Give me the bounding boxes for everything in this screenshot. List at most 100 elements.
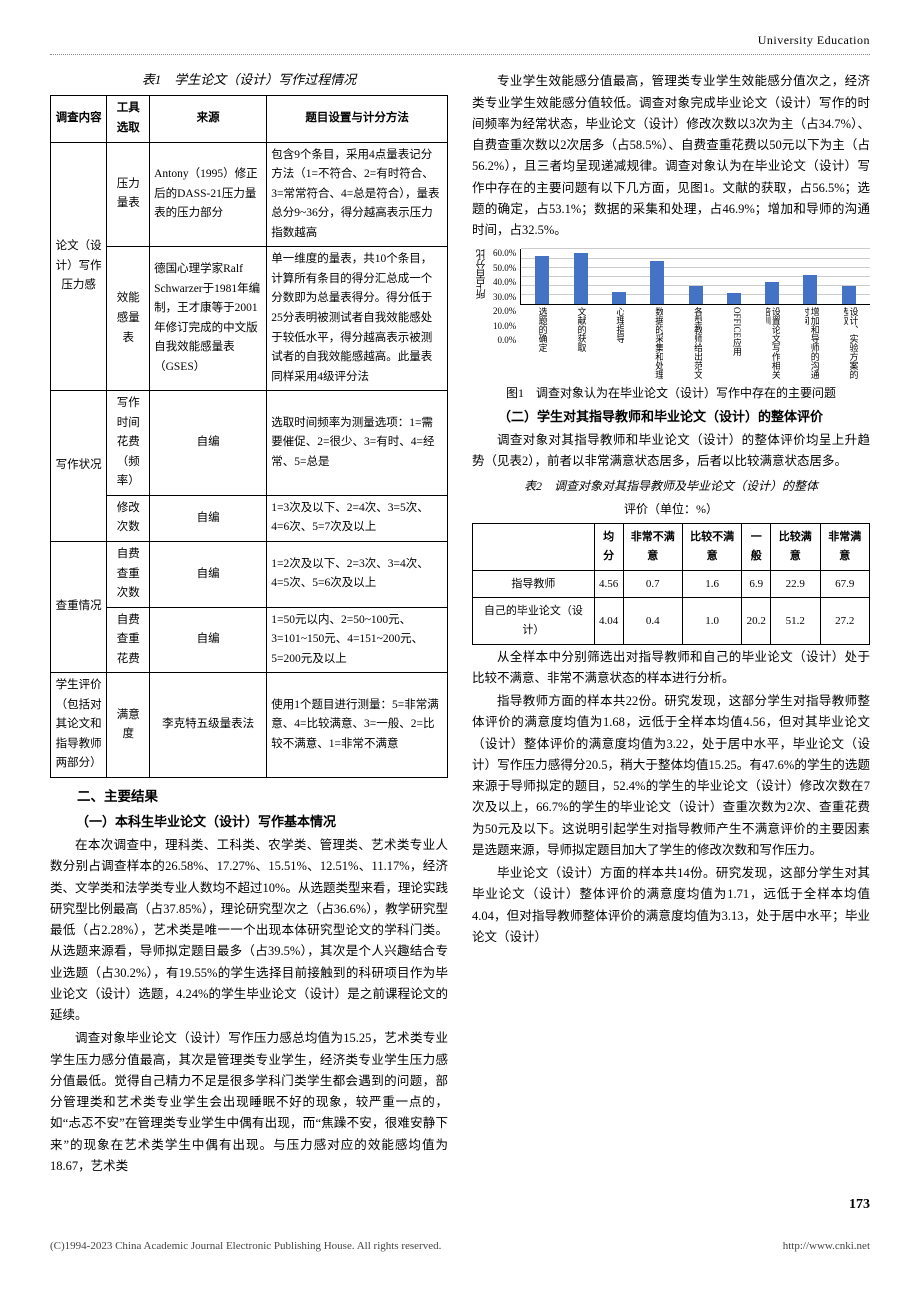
figure1-caption: 图1 调查对象认为在毕业论文（设计）写作中存在的主要问题	[472, 383, 870, 403]
section-2-2-title: （二）学生对其指导教师和毕业论文（设计）的整体评价	[472, 406, 870, 428]
cell: 自编	[150, 541, 267, 607]
chart-bar	[612, 292, 626, 305]
cell: 自费查重花费	[107, 607, 150, 673]
cell: 选取时间频率为测量选项：1=需要催促、2=很少、3=有时、4=经常、5=总是	[267, 391, 448, 496]
chart-xlabel: 选题的确定	[533, 307, 547, 379]
th: 一般	[742, 524, 771, 570]
left-column: 表1 学生论文（设计）写作过程情况 调查内容 工具选取 来源 题目设置与计分方法…	[50, 69, 448, 1177]
para: 调查对象对其指导教师和毕业论文（设计）的整体评价均呈上升趋势（见表2），前者以非…	[472, 430, 870, 473]
cell: 满意度	[107, 673, 150, 778]
cell: 学生评价（包括对其论文和指导教师两部分）	[51, 673, 107, 778]
section-2-title: 二、主要结果	[50, 786, 448, 809]
table-row: 修改次数 自编 1=3次及以下、2=4次、3=5次、4=6次、5=7次及以上	[51, 495, 448, 541]
chart-bar	[689, 286, 703, 304]
table2: 均分 非常不满意 比较不满意 一般 比较满意 非常满意 指导教师 4.56 0.…	[472, 523, 870, 644]
chart-plot	[520, 249, 870, 305]
cell: 查重情况	[51, 541, 107, 672]
cell: 67.9	[820, 570, 869, 598]
cell: 22.9	[771, 570, 820, 598]
table-row: 自费查重花费 自编 1=50元以内、2=50~100元、3=101~150元、4…	[51, 607, 448, 673]
th: 均分	[594, 524, 623, 570]
cell: 1=50元以内、2=50~100元、3=101~150元、4=151~200元、…	[267, 607, 448, 673]
cell: 自编	[150, 607, 267, 673]
chart-yaxis: 60.0% 50.0% 40.0% 30.0% 20.0% 10.0% 0.0%	[493, 249, 520, 345]
table2-header-row: 均分 非常不满意 比较不满意 一般 比较满意 非常满意	[473, 524, 870, 570]
table-row: 自己的毕业论文（设计） 4.04 0.4 1.0 20.2 51.2 27.2	[473, 598, 870, 644]
th-source: 来源	[150, 96, 267, 142]
cell: 51.2	[771, 598, 820, 644]
para: 指导教师方面的样本共22份。研究发现，这部分学生对指导教师整体评价的满意度均值为…	[472, 691, 870, 861]
ytick: 30.0%	[493, 293, 516, 302]
chart-xlabel: 增加和导师的沟通时间	[805, 307, 819, 379]
figure1-chart: 所占百分比 60.0% 50.0% 40.0% 30.0% 20.0% 10.0% 0.0%…	[472, 249, 870, 379]
cell: 1.6	[682, 570, 741, 598]
chart-bar	[535, 256, 549, 305]
ytick: 10.0%	[493, 322, 516, 331]
cell: 自己的毕业论文（设计）	[473, 598, 595, 644]
cell: 0.7	[623, 570, 682, 598]
th: 比较不满意	[682, 524, 741, 570]
gridline	[521, 248, 870, 249]
cell: 压力量表	[107, 142, 150, 247]
chart-xlabel: 文献的获取	[572, 307, 586, 379]
cell: 包含9个条目，采用4点量表记分方法（1=不符合、2=有时符合、3=常常符合、4=…	[267, 142, 448, 247]
chart-xlabel: 各型教师给出范文	[688, 307, 702, 379]
th: 非常满意	[820, 524, 869, 570]
chart-bar	[765, 282, 779, 304]
cell: 27.2	[820, 598, 869, 644]
cell: 1=3次及以下、2=4次、3=5次、4=6次、5=7次及以上	[267, 495, 448, 541]
ytick: 20.0%	[493, 307, 516, 316]
cell: 指导教师	[473, 570, 595, 598]
ytick: 60.0%	[493, 249, 516, 258]
th-survey: 调查内容	[51, 96, 107, 142]
chart-bar	[842, 286, 856, 304]
table-row: 写作状况 写作时间花费（频率） 自编 选取时间频率为测量选项：1=需要催促、2=…	[51, 391, 448, 496]
table-row: 指导教师 4.56 0.7 1.6 6.9 22.9 67.9	[473, 570, 870, 598]
cell: 4.56	[594, 570, 623, 598]
cell: 1=2次及以下、2=3次、3=4次、4=5次、5=6次及以上	[267, 541, 448, 607]
cell: 20.2	[742, 598, 771, 644]
page-number: 173	[50, 1193, 870, 1217]
cell: 李克特五级量表法	[150, 673, 267, 778]
cell: 6.9	[742, 570, 771, 598]
cell: 1.0	[682, 598, 741, 644]
cell: Antony（1995）修正后的DASS-21压力量表的压力部分	[150, 142, 267, 247]
para: 调查对象毕业论文（设计）写作压力感总均值为15.25，艺术类专业学生压力感分值最…	[50, 1028, 448, 1177]
table2-caption: 表2 调查对象对其指导教师及毕业论文（设计）的整体	[472, 476, 870, 496]
table2-unit: 评价（单位：%）	[472, 499, 870, 519]
cell: 自编	[150, 495, 267, 541]
chart-bar	[803, 275, 817, 305]
para: 在本次调查中，理科类、工科类、农学类、管理类、艺术类专业人数分别占调查样本的26…	[50, 835, 448, 1026]
right-column: 专业学生效能感分值最高，管理类专业学生效能感分值次之，经济类专业学生效能感分值较…	[472, 69, 870, 1177]
th	[473, 524, 595, 570]
th-method: 题目设置与计分方法	[267, 96, 448, 142]
table-row: 效能感量表 德国心理学家Ralf Schwarzer于1981年编制，王才康等于…	[51, 247, 448, 391]
ytick: 50.0%	[493, 264, 516, 273]
chart-xlabel: OFFICE应用	[727, 307, 741, 379]
th: 比较满意	[771, 524, 820, 570]
table1: 调查内容 工具选取 来源 题目设置与计分方法 论文（设计）写作压力感 压力量表 …	[50, 95, 448, 778]
cell: 自编	[150, 391, 267, 496]
para: 专业学生效能感分值最高，管理类专业学生效能感分值次之，经济类专业学生效能感分值较…	[472, 71, 870, 241]
cell: 单一维度的量表，共10个条目，计算所有条目的得分汇总成一个分数即为总量表得分。得…	[267, 247, 448, 391]
cell: 0.4	[623, 598, 682, 644]
cell: 写作时间花费（频率）	[107, 391, 150, 496]
table-row: 论文（设计）写作压力感 压力量表 Antony（1995）修正后的DASS-21…	[51, 142, 448, 247]
chart-bar	[650, 261, 664, 304]
chart-yaxis-label: 所占百分比	[472, 249, 493, 299]
journal-header: University Education	[50, 30, 870, 55]
table1-header-row: 调查内容 工具选取 来源 题目设置与计分方法	[51, 96, 448, 142]
section-2-1-title: （一）本科生毕业论文（设计）写作基本情况	[50, 811, 448, 833]
ytick: 40.0%	[493, 278, 516, 287]
chart-xlabel: 心理指导	[610, 307, 624, 379]
footer-left: (C)1994-2023 China Academic Journal Elec…	[50, 1237, 441, 1256]
cell: 修改次数	[107, 495, 150, 541]
ytick: 0.0%	[498, 336, 517, 345]
chart-xlabel: 设置论文写作相关培训⋯	[766, 307, 780, 379]
footer: (C)1994-2023 China Academic Journal Elec…	[50, 1237, 870, 1256]
chart-xlabels: 选题的确定文献的获取心理指导数据的采集和处理各型教师给出范文OFFICE应用设置…	[520, 307, 870, 379]
para: 毕业论文（设计）方面的样本共14份。研究发现，这部分学生对其毕业论文（设计）整体…	[472, 863, 870, 948]
cell: 写作状况	[51, 391, 107, 542]
chart-bar	[574, 253, 588, 305]
table-row: 学生评价（包括对其论文和指导教师两部分） 满意度 李克特五级量表法 使用1个题目…	[51, 673, 448, 778]
